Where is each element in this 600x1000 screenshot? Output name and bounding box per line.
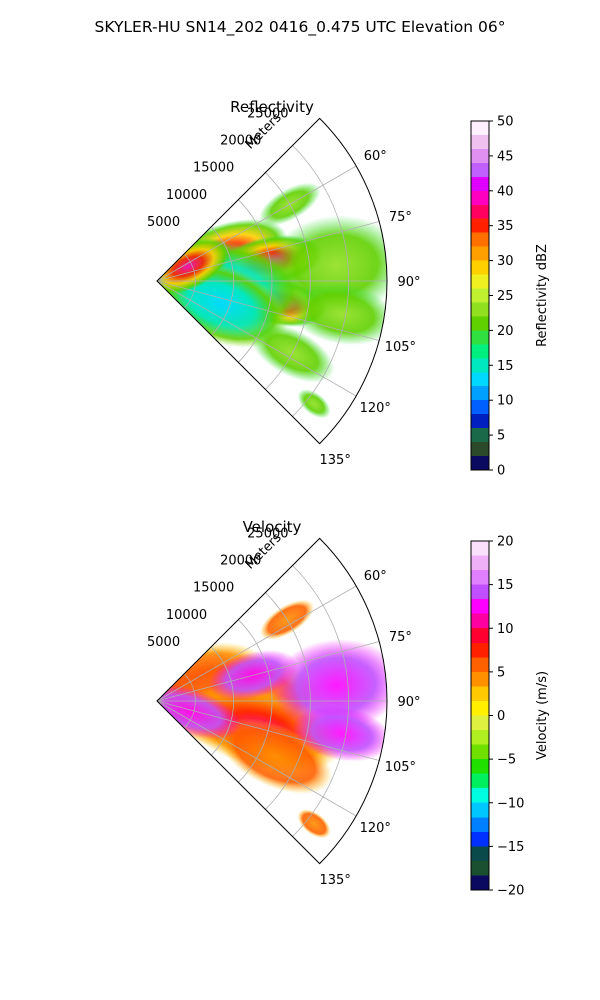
azimuth-tick-label: 105° — [385, 340, 416, 355]
radial-tick-label: 20000 — [220, 134, 261, 149]
colorbar-tick-label: 35 — [497, 219, 514, 234]
echo-region — [271, 639, 387, 732]
radial-tick-label: 20000 — [220, 554, 261, 569]
polar-frame — [156, 117, 388, 445]
azimuth-tick-label: 75° — [389, 210, 412, 225]
azimuth-gridline — [156, 641, 380, 702]
azimuth-gridline — [156, 700, 357, 817]
colorbar-tick-label: 5 — [497, 665, 505, 680]
radial-tick-label: 15000 — [193, 161, 234, 176]
azimuth-gridline — [156, 165, 357, 282]
colorbar-label: Velocity (m/s) — [535, 671, 550, 760]
echo-field — [157, 182, 387, 419]
colorbar-tick-label: 0 — [497, 709, 505, 724]
azimuth-tick-label: 135° — [320, 873, 351, 888]
azimuth-tick-label: 135° — [320, 453, 351, 468]
colorbar-tick-label: 45 — [497, 149, 514, 164]
azimuth-gridline — [156, 700, 380, 761]
colorbar-tick-label: 10 — [497, 394, 514, 409]
azimuth-tick-label: 60° — [364, 569, 387, 584]
colorbar — [470, 120, 490, 471]
colorbar-tick-label: −15 — [497, 840, 524, 855]
colorbar-tick-label: 30 — [497, 254, 514, 269]
azimuth-gridline — [156, 280, 380, 341]
azimuth-tick-label: 120° — [360, 401, 391, 416]
azimuth-tick-label: 90° — [397, 695, 420, 710]
radial-tick-label: 15000 — [193, 581, 234, 596]
azimuth-tick-label: 120° — [360, 821, 391, 836]
colorbar-tick-label: 10 — [497, 622, 514, 637]
colorbar-tick-label: 20 — [497, 324, 514, 339]
polar-frame — [156, 537, 388, 865]
colorbar-tick-label: 15 — [497, 359, 514, 374]
echo-field — [157, 599, 387, 839]
colorbar-tick-label: −5 — [497, 753, 516, 768]
azimuth-tick-label: 60° — [364, 149, 387, 164]
colorbar — [470, 540, 490, 891]
panel-title: Reflectivity — [230, 98, 314, 116]
azimuth-gridline — [156, 585, 357, 702]
radial-tick-label: 25000 — [247, 526, 288, 541]
figure-suptitle: SKYLER-HU SN14_202 0416_0.475 UTC Elevat… — [95, 18, 506, 37]
colorbar-tick-label: 0 — [497, 464, 505, 479]
colorbar-tick-label: 50 — [497, 115, 514, 130]
reflectivity-panel: Reflectivity 5000 10000 15000 20000 25000 60° 7… — [147, 98, 550, 479]
radial-tick-label: 25000 — [247, 106, 288, 121]
radial-tick-label: 5000 — [147, 215, 180, 230]
radial-tick-label: 10000 — [166, 188, 207, 203]
azimuth-gridline — [156, 280, 357, 397]
echo-region — [292, 705, 387, 762]
colorbar-tick-label: −20 — [497, 884, 524, 899]
velocity-panel: Velocity 5000 10000 15000 20000 25000 60° 75° 90… — [147, 518, 550, 899]
azimuth-gridline — [156, 221, 380, 282]
colorbar-tick-label: 25 — [497, 289, 514, 304]
azimuth-tick-label: 105° — [385, 760, 416, 775]
colorbar-label: Reflectivity dBZ — [535, 244, 550, 347]
panel-title: Velocity — [243, 518, 302, 536]
azimuth-tick-label: 75° — [389, 630, 412, 645]
colorbar-tick-label: 20 — [497, 535, 514, 550]
azimuth-tick-label: 90° — [397, 275, 420, 290]
colorbar-tick-label: 5 — [497, 429, 505, 444]
radial-tick-label: 5000 — [147, 635, 180, 650]
colorbar-tick-label: −10 — [497, 796, 524, 811]
radial-tick-label: 10000 — [166, 608, 207, 623]
colorbar-tick-label: 40 — [497, 184, 514, 199]
colorbar-tick-label: 15 — [497, 578, 514, 593]
echo-region — [297, 809, 331, 839]
echo-region — [288, 282, 387, 346]
echo-region — [297, 389, 331, 419]
